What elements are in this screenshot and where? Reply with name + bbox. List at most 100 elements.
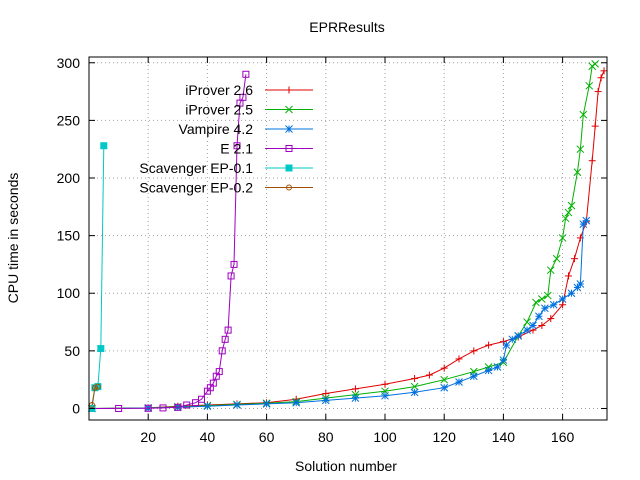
data-point (410, 382, 419, 391)
legend-entry: E 2.1 (220, 141, 313, 157)
legend-label: iProver 2.6 (185, 82, 253, 98)
data-point (567, 289, 576, 298)
x-tick-label: 60 (259, 429, 275, 445)
data-point (582, 216, 591, 225)
data-point (97, 345, 105, 353)
legend-marker (286, 184, 292, 191)
data-point (100, 142, 108, 150)
legend-marker (285, 86, 293, 94)
x-tick-label: 80 (318, 429, 334, 445)
plot-frame (88, 56, 608, 421)
data-point (197, 395, 205, 403)
data-point (558, 295, 567, 303)
data-point (322, 389, 330, 397)
data-point (535, 312, 543, 321)
x-tick-label: 160 (551, 429, 575, 445)
x-tick-label: 120 (433, 429, 457, 445)
series-layer (88, 60, 608, 413)
data-point (540, 304, 549, 313)
data-point (523, 326, 531, 334)
x-tick-label: 100 (373, 429, 397, 445)
data-point (410, 388, 419, 397)
data-point (543, 291, 552, 300)
series-line (91, 63, 596, 409)
data-point (579, 110, 588, 119)
data-point (239, 93, 247, 101)
data-point (411, 375, 419, 383)
data-point (242, 70, 250, 78)
data-point (594, 88, 602, 96)
x-tick-label: 140 (492, 429, 516, 445)
data-point (115, 404, 123, 412)
y-axis-label: CPU time in seconds (5, 173, 21, 304)
data-point (218, 347, 226, 355)
legend-marker (285, 164, 293, 172)
data-point (570, 255, 578, 263)
data-point (144, 404, 152, 412)
data-point (233, 142, 241, 150)
legend-label: E 2.1 (220, 141, 253, 157)
data-point (224, 326, 232, 334)
legend-entry: iProver 2.6 (185, 82, 313, 98)
data-point (203, 402, 212, 411)
data-point (546, 266, 555, 275)
legend-entry: Scavenger EP-0.1 (139, 160, 313, 176)
data-point (538, 322, 546, 330)
data-point (469, 372, 478, 381)
legend-marker (285, 145, 293, 152)
data-point (215, 368, 223, 376)
y-tick-label: 300 (57, 55, 81, 71)
x-tick-label: 40 (200, 429, 216, 445)
data-point (552, 254, 561, 263)
data-point (529, 321, 537, 330)
data-point (292, 398, 301, 407)
legend-entry: Vampire 4.2 (179, 121, 313, 137)
legend-marker (285, 125, 293, 133)
data-point (159, 404, 167, 412)
x-tick-label: 20 (140, 429, 156, 445)
data-point (576, 145, 585, 154)
y-tick-label: 250 (57, 112, 81, 128)
data-point (493, 363, 502, 371)
legend-entry: iProver 2.5 (185, 102, 313, 118)
grid (89, 57, 607, 420)
data-point (440, 375, 449, 384)
data-point (470, 347, 478, 355)
data-point (588, 157, 596, 165)
data-point (321, 396, 330, 405)
data-point (455, 378, 463, 386)
data-point (485, 341, 493, 349)
legend-label: Scavenger EP-0.1 (139, 160, 253, 176)
data-point (381, 391, 389, 400)
legend-label: iProver 2.5 (185, 102, 253, 118)
data-point (381, 380, 389, 388)
legend-label: Scavenger EP-0.2 (139, 180, 253, 196)
data-point (514, 332, 523, 340)
legend-label: Vampire 4.2 (179, 121, 254, 137)
data-point (94, 383, 101, 390)
data-point (455, 355, 463, 363)
data-point (565, 272, 573, 280)
data-point (174, 403, 182, 411)
legend-marker (285, 105, 293, 114)
legend: iProver 2.6 iProver 2.5 Vampire 4.2 E 2.1 Sc… (139, 82, 313, 196)
data-point (230, 260, 238, 268)
data-point (532, 298, 540, 307)
x-axis-label: Solution number (295, 458, 397, 474)
data-point (558, 234, 567, 242)
data-point (440, 364, 448, 372)
data-point (600, 67, 608, 75)
y-tick-label: 0 (72, 400, 80, 416)
data-point (547, 315, 555, 323)
data-point (561, 214, 570, 223)
y-tick-label: 200 (57, 170, 81, 186)
data-point (576, 280, 585, 288)
data-point (221, 335, 229, 343)
data-point (351, 385, 359, 393)
y-tick-label: 100 (57, 285, 81, 301)
legend-entry: Scavenger EP-0.2 (139, 180, 313, 196)
y-tick-label: 50 (64, 343, 80, 359)
data-point (484, 366, 493, 375)
data-point (440, 383, 449, 392)
